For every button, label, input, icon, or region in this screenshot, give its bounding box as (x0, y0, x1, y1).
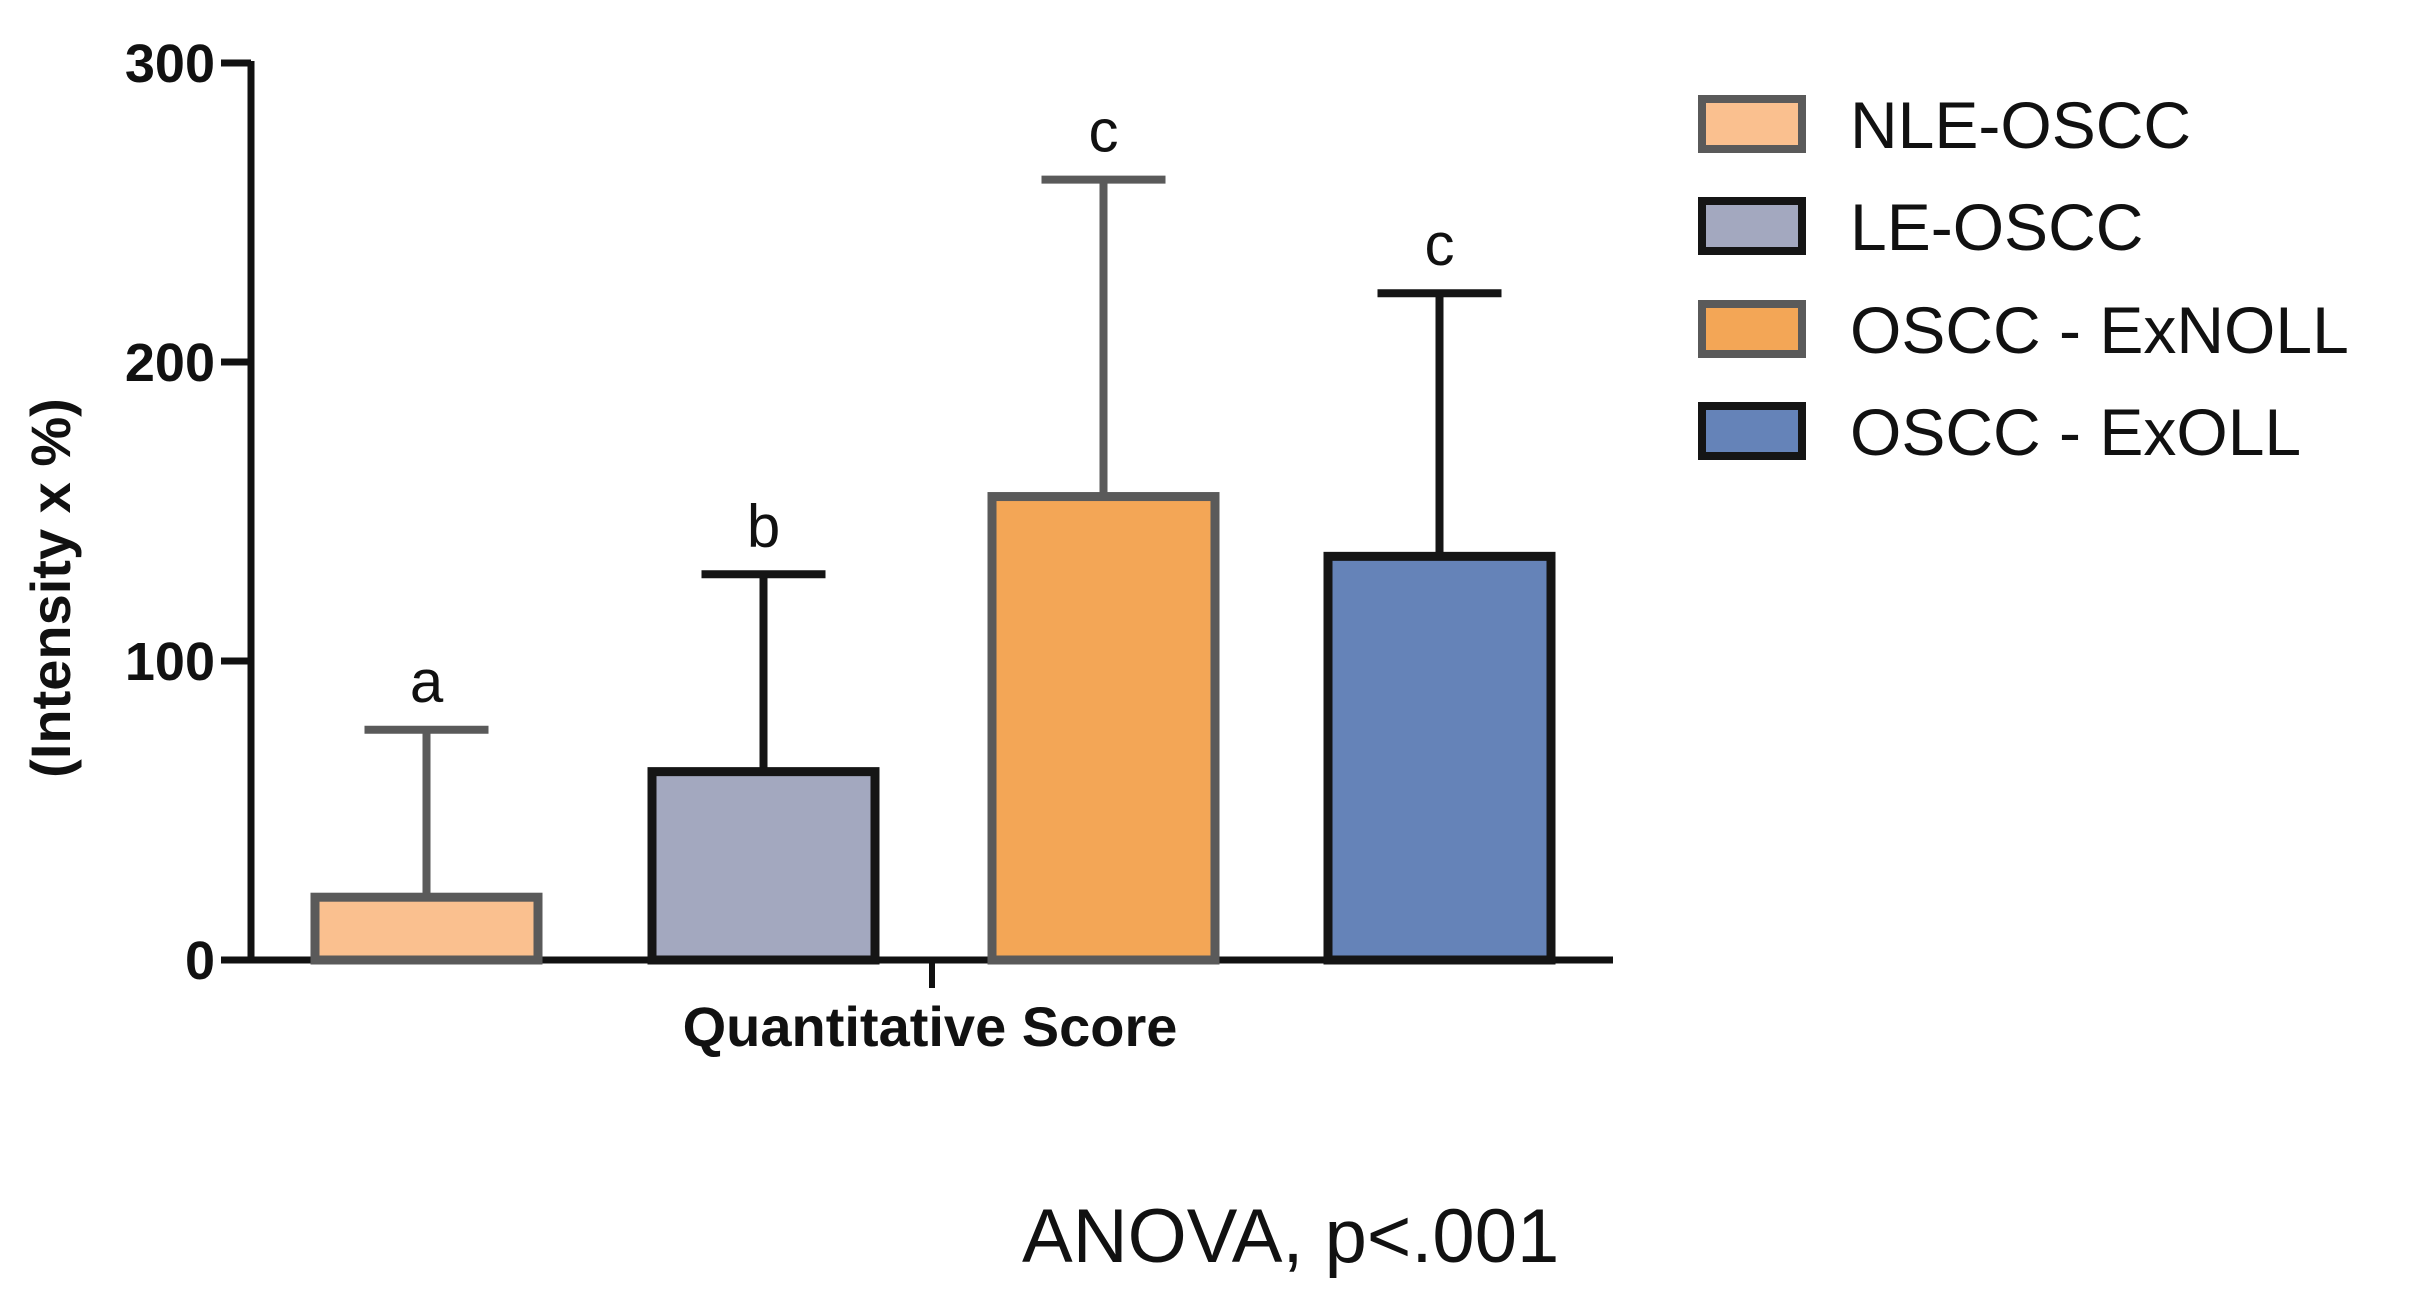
sig-letter-1: a (410, 648, 444, 715)
significance-letters: a b c c (410, 98, 1455, 715)
legend-label-3: OSCC - ExNOLL (1850, 293, 2349, 367)
anova-annotation: ANOVA, p<.001 (1022, 1194, 1559, 1279)
y-tick-label: 0 (185, 931, 215, 991)
legend: NLE-OSCC LE-OSCC OSCC - ExNOLL OSCC - ExOLL (1698, 88, 2349, 469)
legend-label-4: OSCC - ExOLL (1850, 395, 2301, 469)
legend-label-1: NLE-OSCC (1850, 88, 2191, 162)
y-tick-label: 200 (125, 333, 215, 393)
error-bars (364, 175, 1502, 898)
legend-swatch-4 (1698, 402, 1806, 460)
bar-1 (310, 892, 543, 965)
bar-3 (987, 492, 1220, 965)
sig-letter-2: b (747, 492, 780, 559)
bars (310, 492, 1556, 965)
y-tick-label: 100 (125, 632, 215, 692)
y-tick-label: 300 (125, 34, 215, 94)
legend-label-2: LE-OSCC (1850, 190, 2143, 264)
sig-letter-4: c (1425, 211, 1455, 278)
legend-swatch-2 (1698, 197, 1806, 255)
y-axis-label: (Intensity x %) (19, 398, 82, 778)
sig-letter-3: c (1089, 98, 1119, 165)
bar-2 (647, 767, 880, 965)
legend-swatch-3 (1698, 300, 1806, 358)
x-axis-label: Quantitative Score (683, 995, 1178, 1058)
bar-4 (1323, 551, 1556, 965)
legend-swatch-1 (1698, 95, 1806, 153)
